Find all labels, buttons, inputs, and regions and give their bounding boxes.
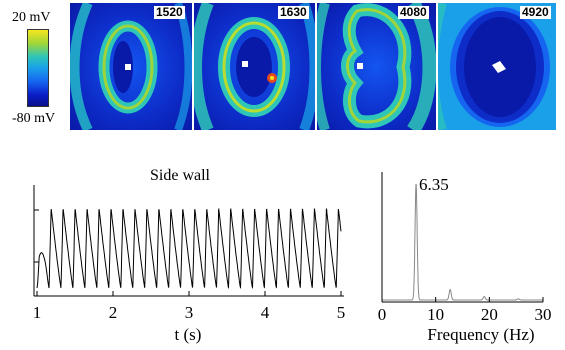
x-tick-label: 5	[337, 303, 346, 322]
voltage-trace	[36, 207, 342, 289]
x-tick-label: 3	[185, 303, 194, 322]
x-tick-label: 2	[109, 303, 118, 322]
peak-annotation: 6.35	[419, 175, 449, 194]
x-tick-label: 20	[481, 305, 498, 324]
frame-label-2: 1630	[278, 5, 309, 19]
x-tick-label: 10	[427, 305, 444, 324]
spectrum-trace	[382, 183, 543, 301]
x-tick-label: 0	[378, 305, 387, 324]
frame-label-3: 4080	[398, 5, 429, 19]
x-ticks: 0 10 20 30	[378, 297, 552, 324]
chart-title: Side wall	[150, 167, 211, 184]
voltage-map-frame-1	[70, 3, 192, 130]
colorbar	[27, 29, 49, 107]
colorbar-max-label: 20 mV	[12, 10, 51, 25]
x-axis-label: Frequency (Hz)	[427, 325, 534, 344]
x-tick-label: 1	[33, 303, 42, 322]
x-tick-label: 4	[261, 303, 270, 322]
frame-label-4: 4920	[520, 5, 551, 19]
frequency-chart: 0 10 20 30 6.35 Frequency (Hz)	[378, 172, 552, 344]
x-ticks: 1 2 3 4 5	[33, 291, 346, 322]
x-tick-label: 30	[535, 305, 552, 324]
voltage-map-frame-2	[194, 3, 315, 130]
x-axis-label: t (s)	[175, 325, 202, 344]
voltage-map-frame-3	[317, 3, 436, 130]
colorbar-min-label: -80 mV	[12, 111, 56, 126]
voltage-map-frame-4	[438, 3, 556, 130]
frame-label-1: 1520	[154, 5, 185, 19]
side-wall-chart: Side wall 1 2 3 4 5 t (s)	[33, 167, 346, 344]
